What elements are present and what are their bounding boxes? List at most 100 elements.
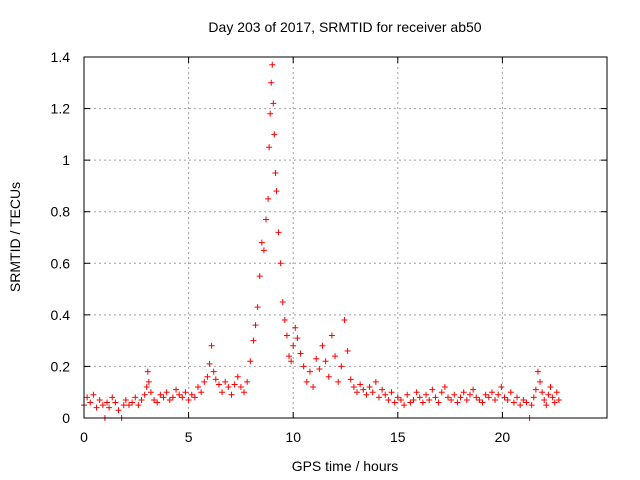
data-point (273, 188, 280, 195)
data-point (448, 396, 455, 403)
data-point (543, 402, 550, 409)
data-point (297, 350, 304, 357)
data-point (391, 399, 398, 406)
data-point (476, 396, 483, 403)
data-point (485, 394, 492, 401)
data-point (266, 144, 273, 151)
y-tick-label: 1 (62, 152, 70, 168)
data-point (271, 131, 278, 138)
data-point (141, 391, 148, 398)
data-point (241, 389, 248, 396)
data-point (93, 404, 100, 411)
data-point (410, 396, 417, 403)
data-point (272, 170, 279, 177)
data-point (281, 317, 288, 324)
y-axis-label: SRMTID / TECUs (7, 182, 23, 292)
data-point (388, 389, 395, 396)
data-point (382, 391, 389, 398)
data-point (413, 389, 420, 396)
data-point (470, 386, 477, 393)
data-point (104, 399, 111, 406)
data-point (225, 384, 232, 391)
data-point (258, 239, 265, 246)
data-point (144, 368, 151, 375)
data-point (435, 399, 442, 406)
data-point (267, 110, 274, 117)
data-point (310, 384, 317, 391)
data-point (288, 358, 295, 365)
data-point (498, 384, 505, 391)
data-point (344, 347, 351, 354)
data-point (250, 337, 257, 344)
data-point (90, 391, 97, 398)
data-point (179, 394, 186, 401)
data-point (300, 363, 307, 370)
data-point (206, 360, 213, 367)
x-tick-label: 5 (185, 429, 193, 445)
data-point (176, 391, 183, 398)
data-point (463, 396, 470, 403)
data-point (555, 396, 562, 403)
data-point (372, 378, 379, 385)
data-point (292, 324, 299, 331)
data-point (325, 373, 332, 380)
data-point (132, 394, 139, 401)
data-point (215, 381, 222, 388)
data-point (401, 402, 408, 409)
data-point (517, 402, 524, 409)
y-tick-label: 1.4 (51, 49, 71, 65)
data-point (185, 396, 192, 403)
data-point (553, 389, 560, 396)
data-point (234, 373, 241, 380)
data-point (479, 399, 486, 406)
data-point (514, 394, 521, 401)
data-point (254, 304, 261, 311)
data-point (145, 378, 152, 385)
data-point (441, 384, 448, 391)
data-point (87, 399, 94, 406)
data-point (545, 391, 552, 398)
data-point (328, 332, 335, 339)
data-point (283, 332, 290, 339)
data-point (294, 335, 301, 342)
data-point (445, 394, 452, 401)
data-point (260, 247, 267, 254)
data-point (366, 384, 373, 391)
chart-title: Day 203 of 2017, SRMTID for receiver ab5… (208, 19, 481, 35)
data-point (492, 396, 499, 403)
data-point (495, 391, 502, 398)
data-point (157, 391, 164, 398)
data-point (188, 391, 195, 398)
data-point (507, 389, 514, 396)
data-point (120, 402, 127, 409)
data-point (429, 386, 436, 393)
data-point (154, 399, 161, 406)
points-layer (81, 61, 562, 421)
data-point (256, 273, 263, 280)
data-point (166, 396, 173, 403)
plot-frame (83, 56, 608, 419)
data-point (423, 391, 430, 398)
data-point (547, 384, 554, 391)
data-point (135, 402, 142, 409)
data-point (143, 384, 150, 391)
data-point (244, 378, 251, 385)
data-point (347, 376, 354, 383)
y-tick-label: 0.2 (51, 358, 71, 374)
data-point (195, 384, 202, 391)
y-tick-label: 0.6 (51, 255, 71, 271)
data-point (286, 353, 293, 360)
data-point (322, 358, 329, 365)
data-point (432, 394, 439, 401)
data-point (160, 394, 167, 401)
ticks-layer: 0 5 10 15 20 0 0.2 0.4 0.6 0.8 1 1.2 1.4 (51, 49, 607, 445)
data-point (313, 355, 320, 362)
data-point (319, 342, 326, 349)
data-point (385, 396, 392, 403)
data-point (228, 391, 235, 398)
data-point (354, 389, 361, 396)
data-point (279, 298, 286, 305)
data-point (109, 394, 116, 401)
x-axis-label: GPS time / hours (292, 458, 399, 474)
data-point (379, 386, 386, 393)
